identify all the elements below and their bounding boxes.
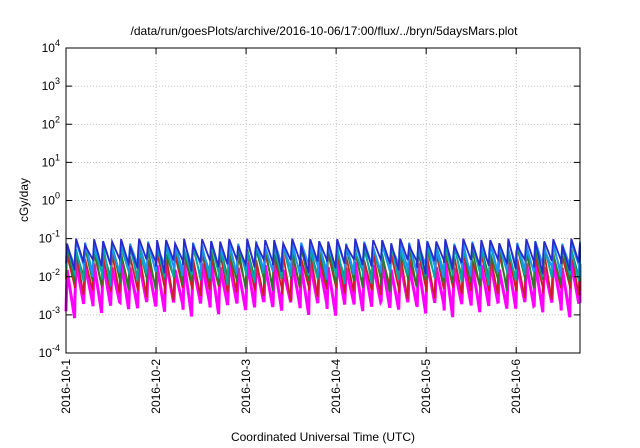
- chart-title: /data/run/goesPlots/archive/2016-10-06/1…: [131, 24, 519, 38]
- x-tick-label: 2016-10-2: [149, 359, 163, 414]
- y-tick-label: 101: [42, 152, 60, 169]
- y-tick-label: 103: [42, 76, 60, 93]
- y-tick-label: 10-1: [39, 229, 60, 246]
- x-tick-label: 2016-10-5: [419, 359, 433, 414]
- y-tick-label: 10-4: [39, 343, 60, 360]
- grid: [66, 48, 580, 353]
- series-group: [64, 238, 582, 319]
- y-tick-label: 10-2: [39, 267, 60, 284]
- series-line: [64, 261, 582, 319]
- x-tick-label: 2016-10-4: [329, 359, 343, 414]
- series-line: [65, 246, 581, 293]
- y-tick-label: 104: [42, 38, 60, 55]
- ticks: 10-4 10-3 10-2 10-1 100 101 102 103 104 2016-10-1…: [39, 38, 580, 414]
- plot-frame: [65, 47, 581, 354]
- y-axis-label: cGy/day: [17, 178, 31, 222]
- y-tick-label: 10-3: [39, 305, 60, 322]
- y-tick-label: 100: [42, 191, 60, 208]
- x-tick-label: 2016-10-1: [59, 359, 73, 414]
- x-axis-label: Coordinated Universal Time (UTC): [231, 430, 415, 444]
- series-line: [65, 238, 581, 275]
- y-tick-label: 102: [42, 114, 60, 131]
- x-tick-label: 2016-10-3: [239, 359, 253, 414]
- x-tick-label: 2016-10-6: [509, 359, 523, 414]
